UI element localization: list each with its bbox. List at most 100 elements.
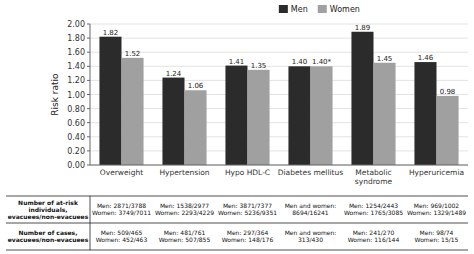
y-axis-label: Risk ratio xyxy=(50,73,60,116)
text-line: Men: 241/270 xyxy=(353,229,395,236)
grid-line xyxy=(90,150,468,151)
table-cell: Men: 241/270Women: 116/144 xyxy=(348,229,400,243)
bar xyxy=(122,58,144,165)
text-line: Men: 509/465 xyxy=(101,229,143,236)
text-line: Men: 481/761 xyxy=(164,229,206,236)
category-label: Metabolicsyndrome xyxy=(355,168,393,186)
y-axis-line xyxy=(90,24,91,165)
bar xyxy=(437,96,459,165)
grid-line xyxy=(90,136,468,137)
text-line: Hypo HDL-C xyxy=(225,168,270,177)
bar xyxy=(162,78,184,165)
data-label: 1.24 xyxy=(166,70,182,78)
bar xyxy=(185,90,207,165)
bar xyxy=(288,66,310,165)
table-cell: Men: 3871/7377Women: 5236/9351 xyxy=(218,202,277,216)
bar xyxy=(311,66,333,165)
legend: Men Women xyxy=(279,5,360,14)
y-axis: 0.000.200.400.600.801.001.201.401.601.80… xyxy=(67,20,90,170)
category-label: Hyperuricemia xyxy=(409,168,464,177)
grid-line xyxy=(90,165,468,166)
table-cell: Men: 969/1002Women: 1329/1489 xyxy=(407,202,466,216)
data-label: 1.46 xyxy=(418,54,434,62)
category-label: Diabetes mellitus xyxy=(278,168,344,177)
category-label: Overweight xyxy=(100,168,143,177)
text-line: Men and women: xyxy=(285,202,337,209)
grid-line xyxy=(90,80,468,81)
text-line: Number of cases, xyxy=(19,229,78,236)
data-label: 1.41 xyxy=(229,58,245,66)
text-line: Women: 1765/3085 xyxy=(344,209,403,216)
grid-line xyxy=(90,66,468,67)
text-line: Men and women: xyxy=(285,229,337,236)
text-line: Men: 3871/7377 xyxy=(223,202,272,209)
legend-label: Women xyxy=(330,5,360,14)
data-label: 1.40* xyxy=(312,58,332,66)
text-line: Women: 3749/7011 xyxy=(92,209,151,216)
text-line: Men: 1538/2977 xyxy=(160,202,209,209)
table-cell: Men: 1254/2443Women: 1765/3085 xyxy=(344,202,403,216)
table-rule xyxy=(6,223,468,224)
text-line: individuals, xyxy=(28,206,67,213)
x-axis-line xyxy=(90,165,468,166)
text-line: Women: 148/176 xyxy=(222,236,274,243)
table-row-label: Number of cases,evacuees/non-evacuees xyxy=(8,229,89,243)
table-cell: Men and women:8694/16241 xyxy=(285,202,337,216)
text-line: 313/430 xyxy=(298,236,323,243)
data-label: 1.89 xyxy=(355,24,371,32)
grid-line xyxy=(90,52,468,53)
bar xyxy=(351,32,373,165)
text-line: Men: 1254/2443 xyxy=(349,202,398,209)
tick-label: 0.00 xyxy=(67,161,85,170)
text-line: Overweight xyxy=(100,168,143,177)
text-line: Women: 116/144 xyxy=(348,236,400,243)
table-cell: Men: 481/761Women: 507/855 xyxy=(159,229,211,243)
table-cell: Men: 98/74Women: 15/15 xyxy=(415,229,459,243)
grid xyxy=(90,24,468,165)
text-line: evacuees/non-evacuees xyxy=(8,213,89,220)
text-line: Number of at-risk xyxy=(18,199,79,206)
table-cell: Men: 1538/2977Women: 2293/4229 xyxy=(155,202,214,216)
text-line: Women: 452/463 xyxy=(96,236,148,243)
tick-label: 0.80 xyxy=(67,105,85,114)
grid-line xyxy=(90,38,468,39)
text-line: Men: 969/1002 xyxy=(414,202,460,209)
bar xyxy=(225,66,247,165)
legend-item: Men xyxy=(279,5,308,14)
data-label: 1.40 xyxy=(292,58,308,66)
tick-label: 1.20 xyxy=(67,76,85,85)
data-label: 1.52 xyxy=(125,50,141,58)
legend-swatch xyxy=(279,5,288,13)
legend-label: Men xyxy=(291,5,308,14)
text-line: Women: 507/855 xyxy=(159,236,211,243)
table-cell: Men and women:313/430 xyxy=(285,229,337,243)
category-label: Hypo HDL-C xyxy=(225,168,270,177)
tick-label: 1.40 xyxy=(67,62,85,71)
data-label: 1.82 xyxy=(103,29,119,37)
table: Number of at-riskindividuals,evacuees/no… xyxy=(6,196,468,250)
text-line: Women: 5236/9351 xyxy=(218,209,277,216)
data-label: 1.06 xyxy=(188,82,204,90)
text-line: Men: 98/74 xyxy=(420,229,454,236)
text-line: 8694/16241 xyxy=(292,209,329,216)
table-row-label: Number of at-riskindividuals,evacuees/no… xyxy=(8,199,89,220)
text-line: Hyperuricemia xyxy=(409,168,464,177)
table-cell: Men: 509/465Women: 452/463 xyxy=(96,229,148,243)
table-rule xyxy=(6,196,468,197)
text-line: Women: 1329/1489 xyxy=(407,209,466,216)
bar xyxy=(248,70,270,165)
tick-label: 1.00 xyxy=(67,91,85,100)
text-line: Diabetes mellitus xyxy=(278,168,344,177)
tick-label: 1.60 xyxy=(67,48,85,57)
legend-swatch xyxy=(318,5,327,13)
text-line: evacuees/non-evacuees xyxy=(8,236,89,243)
grid-line xyxy=(90,108,468,109)
text-line: Women: 15/15 xyxy=(415,236,459,243)
tick-label: 2.00 xyxy=(67,20,85,29)
table-cell: Men: 2871/3788Women: 3749/7011 xyxy=(92,202,151,216)
tick-label: 0.60 xyxy=(67,119,85,128)
data-label: 1.35 xyxy=(251,62,267,70)
text-line: Men: 2871/3788 xyxy=(97,202,146,209)
table-rule xyxy=(6,250,468,251)
chart: 0.000.200.400.600.801.001.201.401.601.80… xyxy=(0,0,474,254)
